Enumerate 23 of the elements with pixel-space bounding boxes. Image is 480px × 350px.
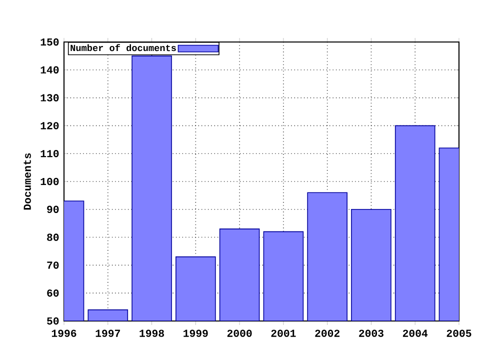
x-tick-label: 1998 <box>140 330 164 337</box>
y-axis-title: Documents <box>24 153 31 210</box>
y-tick-label: 50 <box>47 317 59 325</box>
x-tick-label: 2001 <box>271 330 296 337</box>
x-tick-label: 1999 <box>184 330 208 337</box>
y-tick-label: 150 <box>40 38 59 46</box>
x-tick-label: 2002 <box>315 330 340 337</box>
y-tick-label: 140 <box>40 66 59 74</box>
y-tick-label: 130 <box>40 94 59 102</box>
legend-label: Number of documents <box>70 44 176 52</box>
y-tick-label: 110 <box>40 150 59 158</box>
x-tick-label: 1997 <box>96 330 120 337</box>
y-tick-label: 60 <box>47 289 59 297</box>
y-tick-label: 70 <box>47 262 59 269</box>
y-tick-label: 90 <box>47 206 59 214</box>
y-tick-label: 100 <box>40 178 59 186</box>
x-tick-label: 2004 <box>402 330 428 337</box>
x-tick-label: 1996 <box>52 330 76 337</box>
x-tick-label: 2003 <box>359 330 384 337</box>
y-tick-label: 80 <box>47 234 59 241</box>
x-tick-label: 2005 <box>446 330 472 337</box>
x-tick-label: 2000 <box>227 330 252 337</box>
y-tick-label: 120 <box>40 122 59 130</box>
